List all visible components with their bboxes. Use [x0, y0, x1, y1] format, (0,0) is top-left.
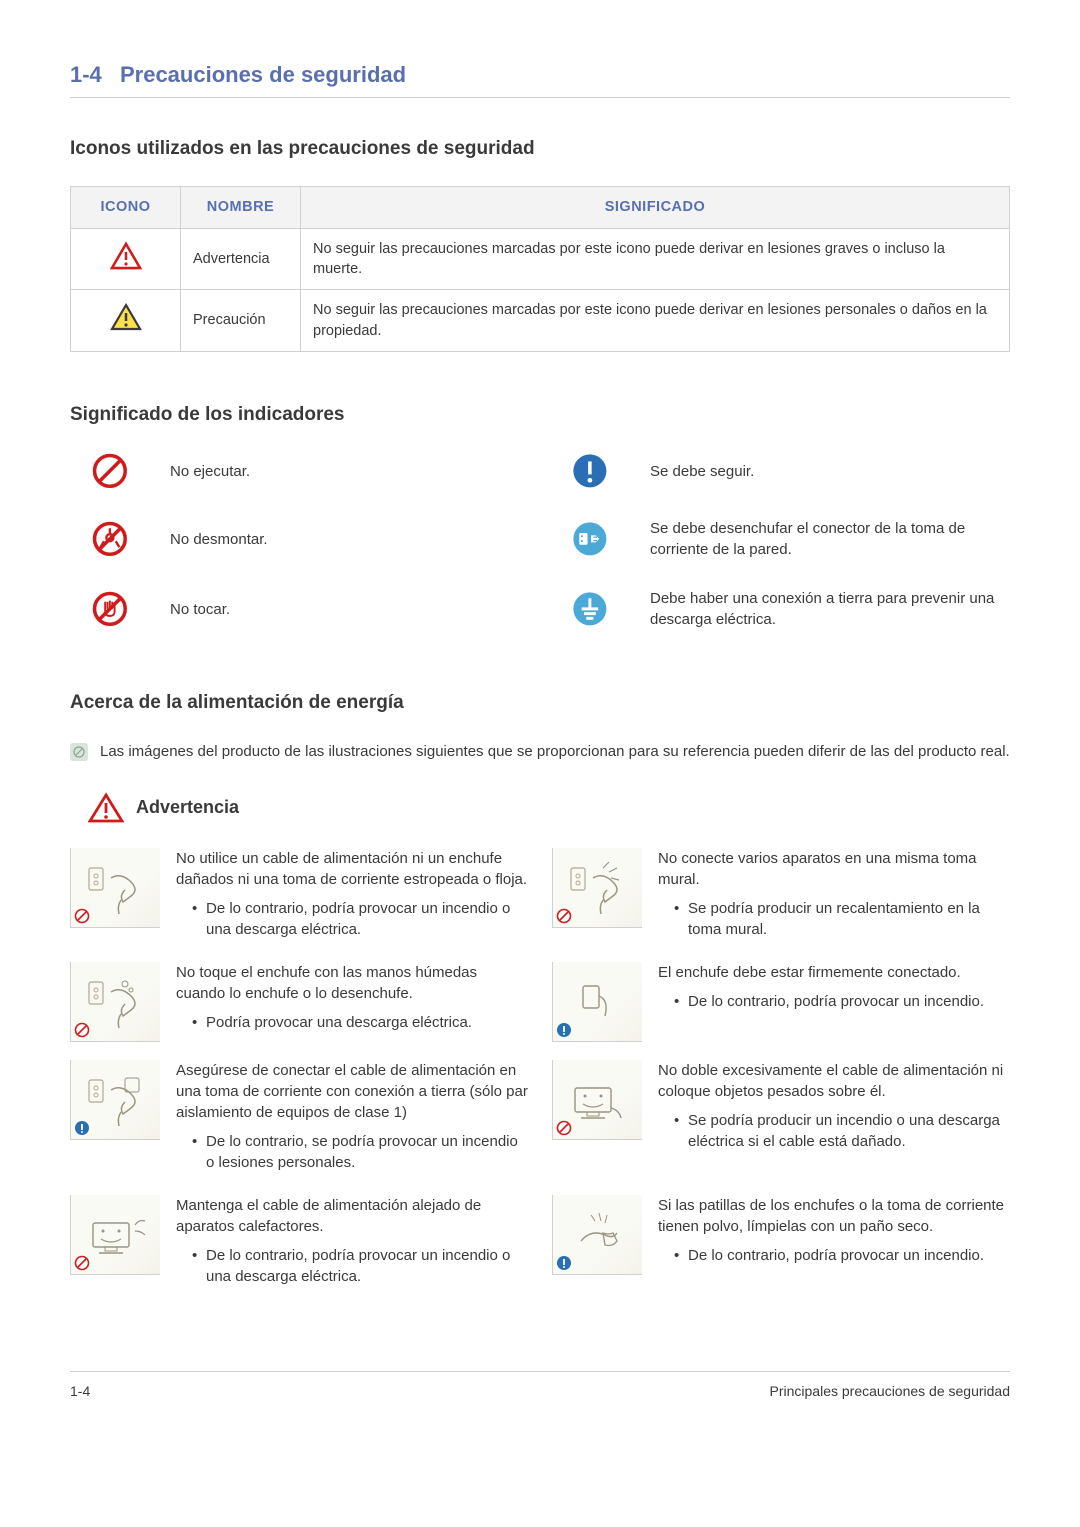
- warning-text: Asegúrese de conectar el cable de alimen…: [176, 1060, 528, 1123]
- prohibit-badge-icon: [74, 908, 90, 924]
- illustration: [70, 1060, 160, 1140]
- warning-triangle-icon: [110, 241, 142, 271]
- note-row: Las imágenes del producto de las ilustra…: [70, 741, 1010, 762]
- warning-text: No utilice un cable de alimentación ni u…: [176, 848, 528, 890]
- unplug-icon: [571, 520, 609, 558]
- section-number: 1-4: [70, 62, 102, 87]
- indicator-label: Se debe seguir.: [650, 461, 1010, 482]
- prohibit-badge-icon: [74, 1022, 90, 1038]
- footer-right: Principales precauciones de seguridad: [770, 1382, 1010, 1402]
- icon-table: ICONO NOMBRE SIGNIFICADO Advertencia No …: [70, 186, 1010, 351]
- caution-triangle-icon: [110, 302, 142, 332]
- warning-item: Asegúrese de conectar el cable de alimen…: [70, 1060, 528, 1177]
- illustration: [70, 848, 160, 928]
- row-name: Precaución: [181, 290, 301, 352]
- warning-text: No toque el enchufe con las manos húmeda…: [176, 962, 528, 1004]
- warning-bullet: De lo contrario, se podría provocar un i…: [192, 1131, 528, 1173]
- warning-bullet: De lo contrario, podría provocar un ince…: [674, 1245, 1010, 1266]
- illustration: [552, 1060, 642, 1140]
- page-footer: 1-4 Principales precauciones de segurida…: [70, 1371, 1010, 1402]
- illustration: [552, 1195, 642, 1275]
- prohibit-badge-icon: [556, 1120, 572, 1136]
- prohibit-badge-icon: [74, 1255, 90, 1271]
- warning-item: No doble excesivamente el cable de alime…: [552, 1060, 1010, 1177]
- warning-text: Si las patillas de los enchufes o la tom…: [658, 1195, 1010, 1237]
- th-meaning: SIGNIFICADO: [301, 187, 1010, 228]
- th-icon: ICONO: [71, 187, 181, 228]
- section-header: 1-4 Precauciones de seguridad: [70, 60, 1010, 91]
- illustration: [552, 962, 642, 1042]
- warning-bullet: Se podría producir un recalentamiento en…: [674, 898, 1010, 940]
- warning-text: El enchufe debe estar firmemente conecta…: [658, 962, 984, 983]
- warning-bullet: De lo contrario, podría provocar un ince…: [674, 991, 984, 1012]
- warning-triangle-icon: [88, 792, 124, 824]
- table-row: Advertencia No seguir las precauciones m…: [71, 228, 1010, 290]
- row-meaning: No seguir las precauciones marcadas por …: [301, 290, 1010, 352]
- warning-item: Si las patillas de los enchufes o la tom…: [552, 1195, 1010, 1291]
- warning-bullet: Se podría producir un incendio o una des…: [674, 1110, 1010, 1152]
- subheading-power: Acerca de la alimentación de energía: [70, 690, 1010, 717]
- illustration: [70, 1195, 160, 1275]
- note-icon: [70, 743, 88, 761]
- warning-bullet: De lo contrario, podría provocar un ince…: [192, 898, 528, 940]
- row-meaning: No seguir las precauciones marcadas por …: [301, 228, 1010, 290]
- indicator-label: Se debe desenchufar el conector de la to…: [650, 518, 1010, 560]
- subheading-indicators: Significado de los indicadores: [70, 402, 1010, 429]
- must-badge-icon: [556, 1255, 572, 1271]
- subheading-icons: Iconos utilizados en las precauciones de…: [70, 136, 1010, 163]
- must-follow-icon: [571, 452, 609, 490]
- warning-item: No conecte varios aparatos en una misma …: [552, 848, 1010, 944]
- warning-item: No toque el enchufe con las manos húmeda…: [70, 962, 528, 1042]
- th-name: NOMBRE: [181, 187, 301, 228]
- prohibit-badge-icon: [556, 908, 572, 924]
- ground-icon: [571, 590, 609, 628]
- must-badge-icon: [74, 1120, 90, 1136]
- note-text: Las imágenes del producto de las ilustra…: [100, 741, 1010, 762]
- warning-text: No conecte varios aparatos en una misma …: [658, 848, 1010, 890]
- warning-text: Mantenga el cable de alimentación alejad…: [176, 1195, 528, 1237]
- table-row: Precaución No seguir las precauciones ma…: [71, 290, 1010, 352]
- indicator-label: Debe haber una conexión a tierra para pr…: [650, 588, 1010, 630]
- warning-text: No doble excesivamente el cable de alime…: [658, 1060, 1010, 1102]
- indicator-label: No ejecutar.: [170, 461, 530, 482]
- warning-bullet: De lo contrario, podría provocar un ince…: [192, 1245, 528, 1287]
- footer-left: 1-4: [70, 1382, 90, 1402]
- divider: [70, 97, 1010, 98]
- warning-item: Mantenga el cable de alimentación alejad…: [70, 1195, 528, 1291]
- warning-bullet: Podría provocar una descarga eléctrica.: [192, 1012, 528, 1033]
- warning-header: Advertencia: [70, 792, 1010, 824]
- section-title: Precauciones de seguridad: [120, 62, 406, 87]
- indicator-label: No desmontar.: [170, 529, 530, 550]
- no-disassemble-icon: [91, 520, 129, 558]
- warning-label: Advertencia: [136, 795, 239, 820]
- row-name: Advertencia: [181, 228, 301, 290]
- indicator-label: No tocar.: [170, 599, 530, 620]
- indicator-grid: No ejecutar. Se debe seguir. No desmonta…: [70, 452, 1010, 630]
- warning-item: No utilice un cable de alimentación ni u…: [70, 848, 528, 944]
- illustration: [70, 962, 160, 1042]
- must-badge-icon: [556, 1022, 572, 1038]
- warning-grid: No utilice un cable de alimentación ni u…: [70, 848, 1010, 1291]
- illustration: [552, 848, 642, 928]
- prohibit-icon: [91, 452, 129, 490]
- warning-item: El enchufe debe estar firmemente conecta…: [552, 962, 1010, 1042]
- no-touch-icon: [91, 590, 129, 628]
